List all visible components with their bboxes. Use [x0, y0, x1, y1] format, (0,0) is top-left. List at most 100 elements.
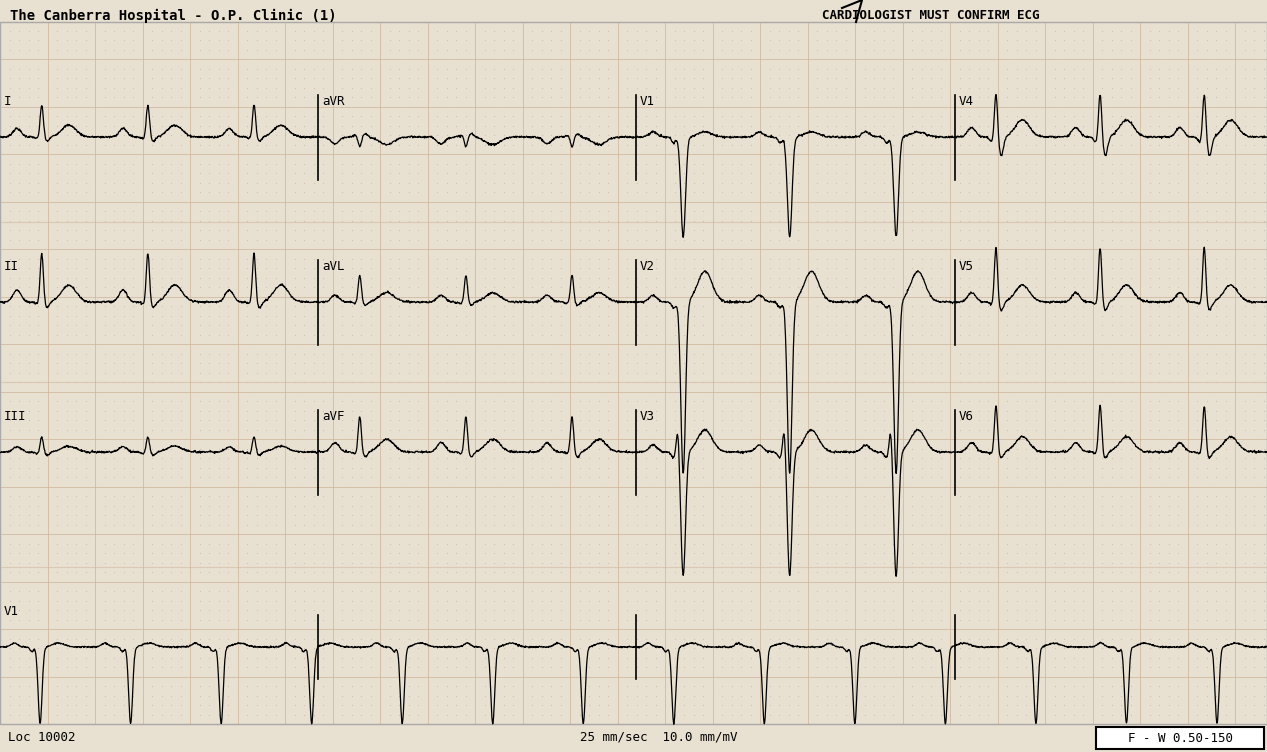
Point	[1044, 129, 1064, 141]
Point	[104, 319, 124, 331]
Point	[275, 243, 295, 255]
Point	[712, 547, 732, 559]
Point	[398, 233, 418, 245]
Point	[788, 338, 808, 350]
Point	[550, 614, 570, 626]
Point	[1253, 177, 1267, 189]
Point	[617, 642, 637, 654]
Point	[37, 423, 57, 435]
Point	[132, 224, 152, 236]
Point	[959, 518, 979, 530]
Point	[1196, 718, 1216, 730]
Point	[455, 414, 475, 426]
Point	[199, 281, 219, 293]
Point	[161, 680, 181, 692]
Point	[398, 290, 418, 302]
Point	[769, 462, 789, 474]
Point	[560, 547, 580, 559]
Point	[474, 34, 494, 46]
Point	[854, 490, 874, 502]
Point	[170, 319, 190, 331]
Point	[940, 196, 960, 208]
Point	[968, 300, 988, 312]
Point	[892, 661, 912, 673]
Point	[835, 442, 855, 454]
Point	[541, 566, 561, 578]
Point	[949, 471, 969, 483]
Point	[0, 148, 10, 160]
Point	[37, 148, 57, 160]
Point	[47, 148, 67, 160]
Point	[94, 595, 114, 607]
Point	[1253, 167, 1267, 179]
Point	[465, 25, 485, 37]
Point	[1044, 138, 1064, 150]
Point	[750, 196, 770, 208]
Point	[693, 300, 713, 312]
Point	[1006, 471, 1026, 483]
Point	[408, 566, 428, 578]
Point	[1082, 366, 1102, 378]
Point	[769, 196, 789, 208]
Point	[85, 386, 105, 398]
Point	[1082, 196, 1102, 208]
Point	[1206, 386, 1226, 398]
Point	[598, 177, 618, 189]
Point	[1244, 690, 1264, 702]
Point	[427, 671, 447, 683]
Point	[389, 423, 409, 435]
Point	[1168, 196, 1188, 208]
Point	[588, 338, 608, 350]
Point	[826, 604, 846, 616]
Point	[522, 310, 542, 322]
Point	[1016, 34, 1036, 46]
Point	[379, 148, 399, 160]
Point	[873, 566, 893, 578]
Point	[854, 319, 874, 331]
Point	[455, 661, 475, 673]
Point	[636, 233, 656, 245]
Point	[883, 386, 903, 398]
Point	[987, 366, 1007, 378]
Point	[674, 177, 694, 189]
Point	[132, 366, 152, 378]
Point	[807, 62, 827, 74]
Point	[265, 129, 285, 141]
Point	[142, 614, 162, 626]
Point	[1063, 167, 1083, 179]
Point	[47, 604, 67, 616]
Point	[588, 547, 608, 559]
Point	[9, 671, 29, 683]
Point	[389, 357, 409, 369]
Point	[987, 34, 1007, 46]
Point	[750, 138, 770, 150]
Point	[436, 271, 456, 284]
Point	[778, 405, 798, 417]
Point	[569, 186, 589, 198]
Point	[85, 442, 105, 454]
Point	[142, 690, 162, 702]
Point	[1016, 585, 1036, 597]
Point	[199, 62, 219, 74]
Point	[636, 651, 656, 663]
Point	[664, 518, 684, 530]
Point	[854, 357, 874, 369]
Point	[1054, 518, 1074, 530]
Point	[1225, 177, 1245, 189]
Point	[237, 376, 257, 388]
Point	[455, 129, 475, 141]
Point	[987, 575, 1007, 587]
Point	[1187, 680, 1207, 692]
Point	[588, 120, 608, 132]
Point	[370, 547, 390, 559]
Point	[560, 310, 580, 322]
Point	[379, 376, 399, 388]
Point	[360, 680, 380, 692]
Point	[455, 690, 475, 702]
Point	[28, 499, 48, 511]
Point	[1035, 661, 1055, 673]
Point	[579, 651, 599, 663]
Point	[1215, 614, 1235, 626]
Point	[0, 490, 19, 502]
Point	[151, 233, 171, 245]
